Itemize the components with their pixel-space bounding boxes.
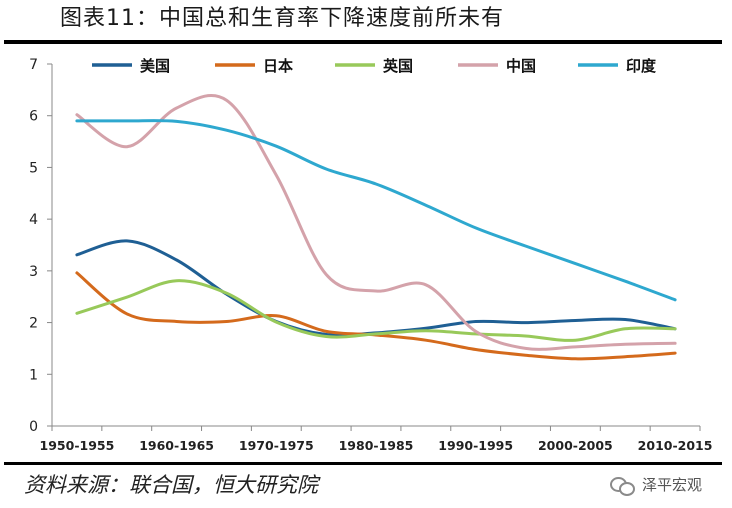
y-tick-label: 4 <box>29 212 38 228</box>
x-tick-label: 1950-1955 <box>40 438 115 453</box>
legend-label: 中国 <box>506 57 536 75</box>
y-tick-label: 2 <box>29 316 38 332</box>
x-tick-label: 1980-1985 <box>339 438 414 453</box>
title-rule <box>4 40 722 44</box>
y-tick-label: 7 <box>29 57 38 73</box>
brand-watermark: 泽平宏观 <box>609 470 702 500</box>
x-tick-label: 1960-1965 <box>139 438 214 453</box>
x-tick-label: 1970-1975 <box>239 438 314 453</box>
legend-label: 美国 <box>140 57 170 75</box>
source-note: 资料来源：联合国，恒大研究院 <box>24 473 318 497</box>
x-tick-label: 2000-2005 <box>538 438 613 453</box>
y-tick-label: 0 <box>29 419 38 435</box>
series-line-2 <box>75 279 677 342</box>
legend-label: 印度 <box>626 57 657 75</box>
series-line-3 <box>75 94 677 351</box>
y-tick-label: 6 <box>29 109 38 125</box>
source-rule <box>4 462 722 465</box>
y-tick-label: 5 <box>29 160 38 176</box>
y-tick-label: 1 <box>29 367 38 383</box>
x-tick-label: 2010-2015 <box>638 438 713 453</box>
series-line-4 <box>75 119 677 302</box>
y-tick-label: 3 <box>29 264 38 280</box>
legend-label: 日本 <box>263 57 293 75</box>
x-tick-label: 1990-1995 <box>438 438 513 453</box>
wechat-icon <box>609 475 636 496</box>
legend-label: 英国 <box>383 57 413 75</box>
chart-title: 图表11：中国总和生育率下降速度前所未有 <box>60 6 504 31</box>
brand-name: 泽平宏观 <box>641 476 702 494</box>
